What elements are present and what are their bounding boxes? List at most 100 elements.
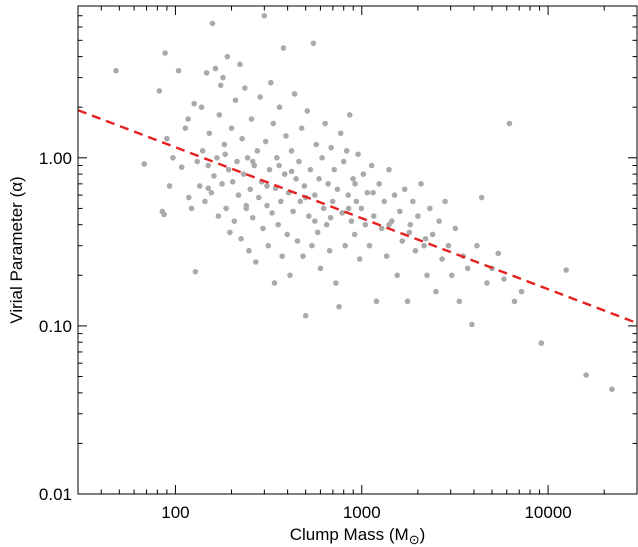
- data-point: [331, 166, 338, 173]
- data-point: [242, 85, 248, 91]
- data-point: [436, 218, 442, 224]
- data-point: [433, 288, 439, 295]
- data-point: [424, 272, 430, 279]
- data-point: [237, 61, 243, 68]
- data-point: [232, 97, 239, 104]
- data-point: [609, 386, 615, 393]
- data-point: [474, 242, 480, 249]
- data-point: [268, 79, 274, 86]
- data-point: [351, 231, 358, 238]
- data-point: [290, 208, 296, 215]
- data-point: [391, 192, 398, 198]
- data-point: [326, 247, 333, 254]
- y-tick-label: 0.10: [39, 317, 72, 336]
- data-point: [452, 225, 459, 232]
- data-point: [161, 211, 167, 218]
- data-point: [383, 253, 390, 259]
- scatter-points: [113, 12, 615, 393]
- data-point: [274, 155, 280, 161]
- x-tick-label: 10000: [524, 503, 571, 522]
- data-point: [320, 205, 327, 212]
- data-point: [381, 198, 388, 205]
- data-point: [239, 135, 245, 142]
- data-point: [366, 242, 373, 249]
- data-point: [406, 229, 413, 236]
- data-point: [202, 198, 208, 205]
- data-point: [353, 198, 360, 205]
- data-point: [264, 202, 270, 209]
- data-point: [304, 108, 311, 114]
- data-point: [221, 141, 228, 148]
- data-point: [358, 205, 365, 212]
- data-point: [220, 74, 226, 81]
- data-point: [495, 250, 502, 257]
- data-point: [325, 181, 331, 187]
- data-point: [364, 189, 371, 196]
- data-point: [422, 235, 429, 242]
- data-point: [506, 120, 513, 127]
- data-point: [269, 210, 275, 216]
- data-point: [291, 91, 298, 97]
- data-point: [211, 173, 217, 179]
- data-point: [501, 276, 507, 282]
- data-point: [396, 208, 403, 215]
- data-point: [178, 164, 185, 170]
- data-point: [205, 185, 212, 191]
- data-point: [224, 53, 231, 60]
- data-point: [360, 171, 367, 177]
- data-point: [288, 148, 295, 154]
- data-point: [421, 242, 427, 249]
- tick-labels: 100 1000 10000 0.01 0.10 1.00: [39, 149, 572, 522]
- data-point: [240, 171, 247, 177]
- data-point: [427, 205, 433, 212]
- data-point: [247, 186, 254, 193]
- data-point: [399, 238, 406, 244]
- data-point: [294, 238, 301, 244]
- y-axis-label: Virial Parameter (α): [7, 176, 26, 323]
- data-point: [312, 192, 318, 198]
- data-point: [194, 158, 201, 165]
- data-point: [249, 214, 256, 221]
- data-point: [386, 166, 392, 173]
- data-point: [208, 189, 215, 196]
- data-point: [209, 20, 216, 27]
- data-point: [288, 168, 295, 175]
- data-point: [394, 272, 401, 279]
- data-point: [175, 67, 182, 74]
- data-point: [334, 186, 341, 193]
- data-point: [313, 141, 320, 148]
- data-point: [336, 303, 342, 310]
- data-point: [328, 144, 334, 151]
- data-point: [376, 181, 382, 187]
- data-point: [407, 221, 414, 228]
- data-point: [231, 218, 238, 224]
- data-point: [205, 162, 212, 169]
- data-point: [229, 178, 236, 185]
- data-point: [337, 130, 344, 137]
- data-point: [316, 176, 322, 182]
- data-point: [170, 155, 176, 161]
- data-point: [302, 312, 309, 319]
- data-point: [300, 253, 306, 259]
- data-point: [246, 247, 252, 254]
- data-point: [270, 120, 277, 127]
- data-point: [228, 125, 235, 132]
- data-point: [319, 155, 325, 161]
- data-point: [322, 120, 328, 127]
- data-point: [563, 267, 569, 273]
- data-point: [401, 186, 408, 193]
- data-point: [254, 148, 261, 154]
- data-point: [279, 253, 285, 259]
- data-point: [198, 104, 205, 111]
- x-tick-label: 1000: [343, 503, 381, 522]
- data-point: [264, 183, 270, 189]
- data-point: [188, 205, 195, 212]
- data-point: [356, 256, 363, 262]
- data-point: [339, 210, 345, 216]
- data-point: [378, 225, 385, 232]
- data-point: [301, 183, 308, 189]
- x-tick-label: 100: [161, 503, 189, 522]
- data-point: [275, 221, 281, 228]
- data-point: [255, 194, 262, 201]
